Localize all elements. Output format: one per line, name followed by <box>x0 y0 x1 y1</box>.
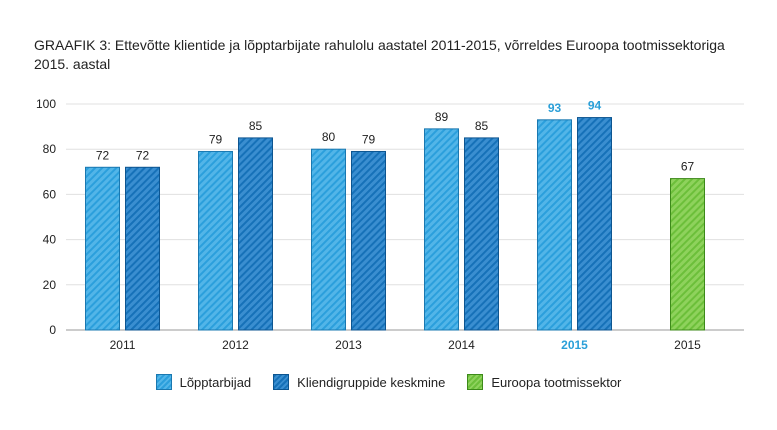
data-label: 79 <box>209 132 223 146</box>
data-label: 72 <box>96 148 110 162</box>
legend-item: Lõpptarbijad <box>155 374 252 390</box>
bar <box>424 128 459 331</box>
data-label: 94 <box>588 99 602 113</box>
bar <box>537 119 572 331</box>
data-label: 80 <box>322 130 336 144</box>
bar-chart: 0 20 40 60 80 100 72 72 79 85 80 79 89 85 93 94 67 2011… <box>36 97 744 352</box>
bar <box>311 148 346 331</box>
data-label: 89 <box>435 110 449 124</box>
legend-label: Kliendigruppide keskmine <box>297 374 446 390</box>
legend-label: Lõpptarbijad <box>179 374 252 390</box>
legend-swatch <box>273 374 290 390</box>
x-axis-ticks: 2011 2012 2013 2014 2015 2015 <box>110 338 702 352</box>
legend: Lõpptarbijad Kliendigruppide keskmine Euro… <box>0 374 777 390</box>
data-label: 85 <box>475 119 489 133</box>
legend-swatch <box>155 374 172 390</box>
bar <box>85 166 120 331</box>
data-label: 79 <box>362 132 376 146</box>
legend-swatch <box>467 374 484 390</box>
data-label: 93 <box>548 101 562 115</box>
data-label: 67 <box>681 160 695 174</box>
grid-lines <box>66 103 744 331</box>
data-labels: 72 72 79 85 80 79 89 85 93 94 67 <box>96 99 695 174</box>
y-tick-label: 100 <box>36 97 56 111</box>
legend-label: Euroopa tootmissektor <box>491 374 622 390</box>
x-tick-label: 2013 <box>335 338 362 352</box>
legend-item: Euroopa tootmissektor <box>467 374 621 390</box>
y-tick-label: 0 <box>49 323 56 337</box>
bar <box>125 166 160 331</box>
chart-title: GRAAFIK 3: Ettevõtte klientide ja lõppta… <box>34 37 725 72</box>
bar <box>198 150 233 331</box>
y-axis-ticks: 0 20 40 60 80 100 <box>36 97 56 337</box>
bar <box>577 117 612 331</box>
y-tick-label: 60 <box>43 187 57 201</box>
x-tick-label: 2011 <box>110 338 136 352</box>
legend-item: Kliendigruppide keskmine <box>273 374 445 390</box>
data-label: 85 <box>249 119 263 133</box>
x-tick-label: 2012 <box>222 338 249 352</box>
y-tick-label: 40 <box>43 233 57 247</box>
y-tick-label: 20 <box>43 278 57 292</box>
bar <box>351 150 386 331</box>
bar <box>238 137 273 331</box>
data-label: 72 <box>136 148 150 162</box>
y-tick-label: 80 <box>43 142 57 156</box>
bars <box>85 117 705 331</box>
x-tick-label: 2014 <box>448 338 475 352</box>
x-tick-label: 2015 <box>674 338 701 352</box>
bar <box>670 178 705 331</box>
x-tick-label: 2015 <box>561 338 588 352</box>
bar <box>464 137 499 331</box>
